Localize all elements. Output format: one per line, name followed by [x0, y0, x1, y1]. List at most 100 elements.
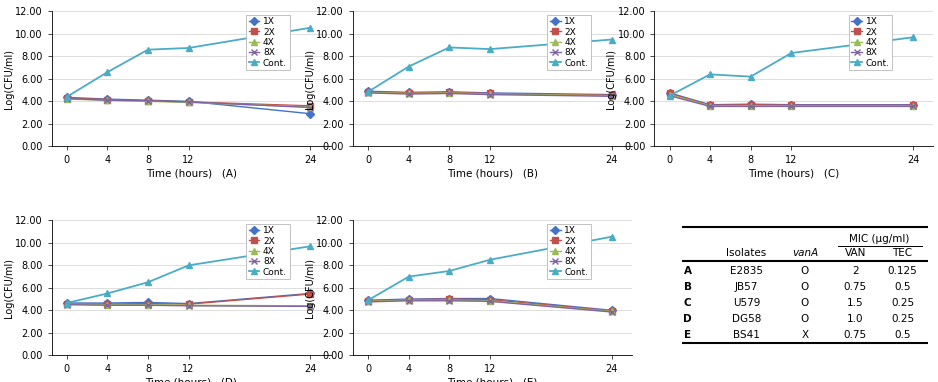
2X	[101, 97, 113, 102]
4X	[786, 104, 797, 108]
Text: JB57: JB57	[734, 282, 758, 291]
Cont.	[362, 298, 373, 303]
Cont.	[305, 26, 316, 30]
8X	[305, 105, 316, 110]
2X	[444, 297, 455, 301]
Cont.	[606, 235, 617, 239]
2X	[745, 102, 756, 107]
Cont.	[362, 89, 373, 94]
Line: 2X: 2X	[366, 89, 614, 98]
4X	[61, 302, 72, 306]
1X	[101, 97, 113, 101]
Cont.	[143, 47, 154, 52]
4X	[484, 298, 495, 303]
4X	[101, 98, 113, 102]
Text: vanA: vanA	[792, 248, 818, 258]
8X	[664, 94, 675, 98]
Text: U579: U579	[733, 298, 760, 308]
8X	[183, 304, 194, 308]
Cont.	[907, 35, 918, 40]
1X	[664, 91, 675, 95]
2X	[907, 103, 918, 108]
Cont.	[444, 45, 455, 50]
8X	[183, 100, 194, 104]
4X	[143, 99, 154, 104]
2X	[362, 89, 373, 94]
1X	[745, 102, 756, 107]
1X	[61, 95, 72, 100]
1X	[305, 112, 316, 116]
Text: MIC (μg/ml): MIC (μg/ml)	[849, 234, 909, 244]
2X	[444, 90, 455, 95]
8X	[606, 94, 617, 99]
8X	[907, 104, 918, 109]
Cont.	[786, 51, 797, 55]
8X	[444, 91, 455, 96]
Line: 2X: 2X	[64, 95, 313, 108]
Text: VAN: VAN	[844, 248, 866, 258]
Line: 8X: 8X	[667, 93, 915, 109]
Legend: 1X, 2X, 4X, 8X, Cont.: 1X, 2X, 4X, 8X, Cont.	[246, 223, 290, 280]
8X	[484, 92, 495, 97]
4X	[704, 104, 716, 108]
Line: 1X: 1X	[366, 89, 614, 97]
8X	[143, 303, 154, 308]
8X	[362, 299, 373, 304]
4X	[143, 303, 154, 307]
X-axis label: Time (hours)   (E): Time (hours) (E)	[447, 377, 537, 382]
Text: 0.75: 0.75	[843, 330, 867, 340]
2X	[606, 309, 617, 313]
Cont.	[403, 274, 415, 279]
4X	[606, 309, 617, 314]
X-axis label: Time (hours)   (B): Time (hours) (B)	[446, 168, 538, 178]
2X	[786, 103, 797, 108]
1X	[606, 92, 617, 97]
Text: E: E	[684, 330, 691, 340]
4X	[305, 105, 316, 109]
Text: BS41: BS41	[733, 330, 760, 340]
2X	[403, 297, 415, 302]
Cont.	[101, 70, 113, 74]
Cont.	[745, 74, 756, 79]
Text: DG58: DG58	[732, 314, 761, 324]
Line: Cont.: Cont.	[366, 37, 614, 95]
Text: 0.5: 0.5	[894, 282, 911, 291]
2X	[484, 297, 495, 302]
Legend: 1X, 2X, 4X, 8X, Cont.: 1X, 2X, 4X, 8X, Cont.	[547, 223, 591, 280]
Cont.	[444, 269, 455, 273]
1X	[143, 300, 154, 305]
Cont.	[183, 46, 194, 50]
Text: 0.5: 0.5	[894, 330, 911, 340]
1X	[786, 102, 797, 107]
Y-axis label: Log(CFU/ml): Log(CFU/ml)	[4, 49, 13, 109]
Text: 0.125: 0.125	[887, 265, 917, 275]
Text: 1.0: 1.0	[847, 314, 864, 324]
Y-axis label: Log(CFU/ml): Log(CFU/ml)	[4, 258, 13, 318]
Line: 4X: 4X	[64, 301, 313, 309]
1X	[61, 301, 72, 305]
8X	[101, 98, 113, 102]
8X	[362, 91, 373, 95]
2X	[183, 100, 194, 104]
4X	[183, 100, 194, 105]
Text: 0.75: 0.75	[843, 282, 867, 291]
Y-axis label: Log(CFU/ml): Log(CFU/ml)	[606, 49, 616, 109]
Line: Cont.: Cont.	[366, 234, 614, 303]
8X	[745, 104, 756, 109]
Cont.	[183, 263, 194, 268]
Line: Cont.: Cont.	[64, 25, 313, 100]
Text: X: X	[801, 330, 809, 340]
Cont.	[606, 37, 617, 42]
4X	[305, 304, 316, 308]
Text: 1.5: 1.5	[847, 298, 864, 308]
1X	[484, 296, 495, 301]
Text: O: O	[801, 282, 809, 291]
Line: 1X: 1X	[667, 90, 915, 107]
1X	[362, 298, 373, 303]
Line: 4X: 4X	[366, 89, 614, 99]
4X	[362, 299, 373, 304]
1X	[704, 102, 716, 107]
2X	[61, 301, 72, 306]
Text: C: C	[684, 298, 691, 308]
Line: 8X: 8X	[64, 96, 313, 110]
